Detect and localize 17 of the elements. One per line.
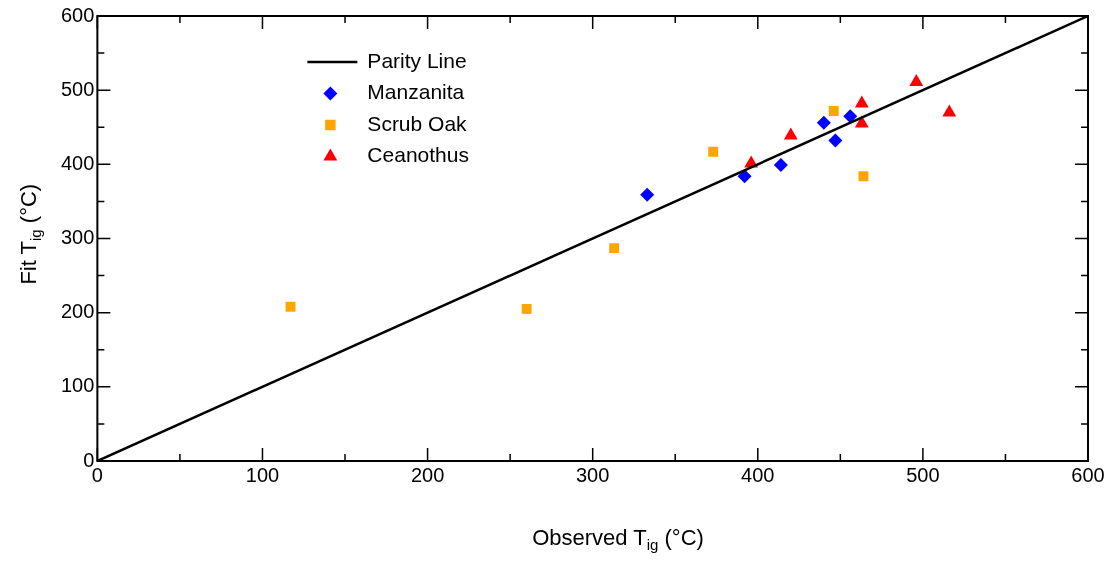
y-tick-label: 600: [60, 3, 95, 26]
x-tick-label: 400: [741, 463, 775, 486]
y-tick-label: 200: [60, 300, 95, 323]
legend-label: Ceanothus: [367, 143, 469, 167]
legend-label: Scrub Oak: [367, 111, 468, 135]
y-tick-label: 100: [60, 374, 95, 397]
legend-label: Manzanita: [367, 80, 465, 104]
x-axis-title: Observed T$_{ig}$ (°C): [531, 525, 705, 554]
y-tick-label: 400: [60, 151, 95, 174]
x-tick-label: 500: [906, 463, 940, 486]
legend-label: Parity Line: [367, 48, 467, 72]
x-tick-label: 600: [1071, 463, 1105, 486]
x-tick-label: 100: [245, 463, 280, 486]
y-tick-label: 300: [60, 226, 95, 249]
x-tick-label: 200: [410, 463, 445, 486]
y-tick-label: 500: [60, 77, 95, 100]
x-tick-label: 300: [576, 463, 610, 486]
